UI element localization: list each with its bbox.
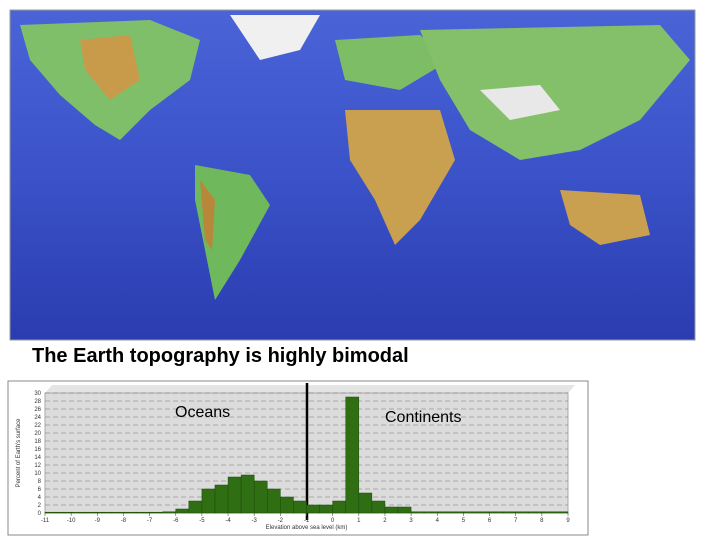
bar: [293, 500, 307, 514]
y-tick-label: 30: [34, 391, 41, 397]
bar: [227, 476, 242, 514]
bar: [188, 500, 203, 514]
bar: [502, 511, 516, 514]
x-tick-label: -5: [199, 518, 205, 524]
bar: [515, 511, 530, 514]
y-tick-label: 18: [34, 439, 41, 445]
x-tick-label: 4: [436, 518, 440, 524]
bar: [463, 511, 477, 514]
bar: [476, 511, 490, 514]
bar: [437, 511, 451, 514]
annotation: Oceans: [175, 404, 230, 421]
x-tick-label: 1: [357, 518, 361, 524]
bar: [541, 511, 556, 514]
bar: [489, 511, 503, 514]
bar: [358, 492, 373, 514]
bar: [97, 511, 111, 514]
bar: [450, 511, 464, 514]
bar: [306, 504, 320, 514]
bar: [528, 511, 543, 514]
bar: [554, 511, 569, 514]
x-tick-label: -6: [173, 518, 179, 524]
bar: [149, 511, 163, 514]
bar: [371, 500, 386, 514]
x-tick-label: 0: [331, 518, 335, 524]
x-tick-label: 9: [566, 518, 570, 524]
bar: [384, 506, 399, 514]
x-axis-label: Elevation above sea level (km): [266, 525, 348, 531]
y-tick-label: 8: [38, 479, 42, 485]
y-tick-label: 26: [34, 407, 41, 413]
bar: [123, 511, 137, 514]
y-tick-label: 20: [34, 431, 41, 437]
y-tick-label: 24: [34, 415, 41, 421]
x-tick-label: -11: [41, 518, 50, 524]
bar: [332, 500, 346, 514]
bar: [397, 506, 412, 514]
y-tick-label: 6: [38, 487, 42, 493]
bar: [214, 484, 229, 514]
x-tick-label: 3: [409, 518, 413, 524]
slide-title: The Earth topography is highly bimodal: [32, 345, 409, 367]
bar: [345, 396, 360, 514]
x-tick-label: 2: [383, 518, 387, 524]
x-tick-label: -4: [225, 518, 231, 524]
x-tick-label: -3: [252, 518, 258, 524]
bar: [70, 511, 85, 514]
bar: [110, 511, 124, 514]
y-tick-label: 28: [34, 399, 41, 405]
x-tick-label: 7: [514, 518, 518, 524]
bar: [267, 488, 281, 514]
bar: [201, 488, 216, 514]
bar: [423, 511, 438, 514]
y-tick-label: 16: [34, 447, 41, 453]
world-map: [9, 9, 696, 341]
x-tick-label: 6: [488, 518, 492, 524]
y-tick-label: 12: [34, 463, 41, 469]
y-axis-label: Percent of Earth's surface: [16, 418, 22, 488]
bar: [319, 504, 333, 514]
plot-top: [45, 385, 575, 393]
bar: [44, 511, 59, 514]
y-tick-label: 4: [38, 495, 42, 501]
x-tick-label: -2: [278, 518, 284, 524]
bar: [253, 480, 268, 514]
annotation: Continents: [385, 409, 462, 426]
bar: [57, 511, 72, 514]
bar: [240, 474, 255, 514]
x-tick-label: -9: [95, 518, 101, 524]
x-tick-label: -7: [147, 518, 153, 524]
x-tick-label: -1: [304, 518, 310, 524]
bar: [83, 511, 98, 514]
y-tick-label: 22: [34, 423, 41, 429]
y-tick-label: 0: [38, 511, 42, 517]
bar: [175, 508, 190, 514]
x-tick-label: 8: [540, 518, 544, 524]
x-tick-label: 5: [462, 518, 466, 524]
x-tick-label: -8: [121, 518, 127, 524]
x-tick-label: -10: [67, 518, 76, 524]
bar: [162, 511, 177, 514]
y-tick-label: 2: [38, 503, 42, 509]
y-tick-label: 14: [34, 455, 41, 461]
bar: [280, 496, 294, 514]
y-tick-label: 10: [34, 471, 41, 477]
bar: [410, 511, 425, 514]
bar: [136, 511, 150, 514]
